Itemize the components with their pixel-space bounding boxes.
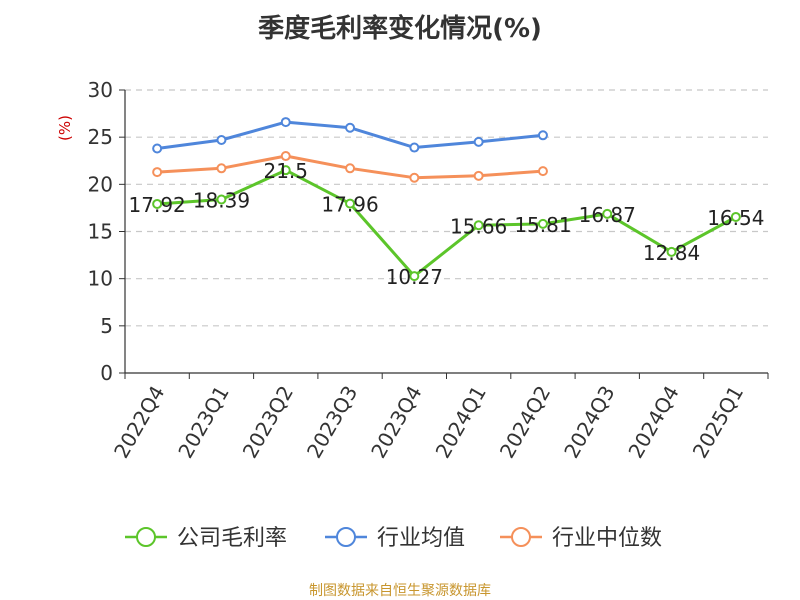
y-tick-label: 10 (88, 267, 113, 291)
x-tick-label: 2023Q3 (302, 382, 362, 463)
data-point (280, 151, 291, 162)
data-point (216, 163, 227, 174)
legend-label: 公司毛利率 (177, 526, 287, 551)
data-point (152, 167, 163, 178)
data-point (473, 220, 484, 231)
y-tick-label: 0 (100, 361, 113, 385)
x-tick-label: 2024Q1 (431, 382, 491, 463)
y-tick-label: 5 (100, 314, 113, 338)
data-label: 18.39 (193, 189, 250, 213)
series-line (157, 168, 737, 278)
x-tick-label: 2024Q4 (623, 382, 683, 463)
data-point (730, 211, 741, 222)
legend-marker (511, 527, 531, 547)
data-label: 21.5 (263, 159, 308, 183)
legend-marker (336, 527, 356, 547)
data-label: 10.27 (386, 265, 443, 289)
data-point (666, 246, 677, 257)
data-label: 16.87 (579, 203, 636, 227)
data-point (345, 122, 356, 133)
x-tick-label: 2023Q2 (238, 382, 298, 463)
data-point (537, 166, 548, 177)
data-point (473, 136, 484, 147)
data-point (345, 198, 356, 209)
data-label: 15.66 (450, 214, 507, 238)
data-label: 17.92 (129, 193, 186, 217)
data-point (409, 142, 420, 153)
y-tick-label: 30 (88, 78, 113, 102)
x-tick-label: 2023Q4 (366, 382, 426, 463)
data-label: 12.84 (643, 241, 700, 265)
data-point (152, 143, 163, 154)
data-label: 16.54 (707, 206, 764, 230)
data-point (602, 208, 613, 219)
x-tick-label: 2023Q1 (173, 382, 233, 463)
y-tick-label: 25 (88, 125, 113, 149)
data-point (473, 170, 484, 181)
legend-marker (136, 527, 156, 547)
x-tick-label: 2022Q4 (109, 382, 169, 463)
legend-label: 行业中位数 (552, 526, 662, 551)
data-point (409, 271, 420, 282)
data-point (216, 194, 227, 205)
chart-title: 季度毛利率变化情况(%) (258, 14, 542, 44)
data-point (537, 218, 548, 229)
data-point (152, 198, 163, 209)
data-point (280, 117, 291, 128)
x-tick-label: 2025Q1 (688, 382, 748, 463)
data-point (409, 172, 420, 183)
data-point (216, 134, 227, 145)
legend-label: 行业均值 (377, 526, 465, 551)
x-tick-label: 2024Q2 (495, 382, 555, 463)
x-tick-label: 2024Q3 (559, 382, 619, 463)
y-tick-label: 15 (88, 220, 113, 244)
y-axis-label: (%) (56, 115, 74, 141)
data-label: 17.96 (321, 193, 378, 217)
data-label: 15.81 (514, 213, 571, 237)
y-tick-label: 20 (88, 172, 113, 196)
source-note: 制图数据来自恒生聚源数据库 (309, 583, 491, 599)
data-point (280, 165, 291, 176)
data-point (345, 163, 356, 174)
data-point (537, 130, 548, 141)
